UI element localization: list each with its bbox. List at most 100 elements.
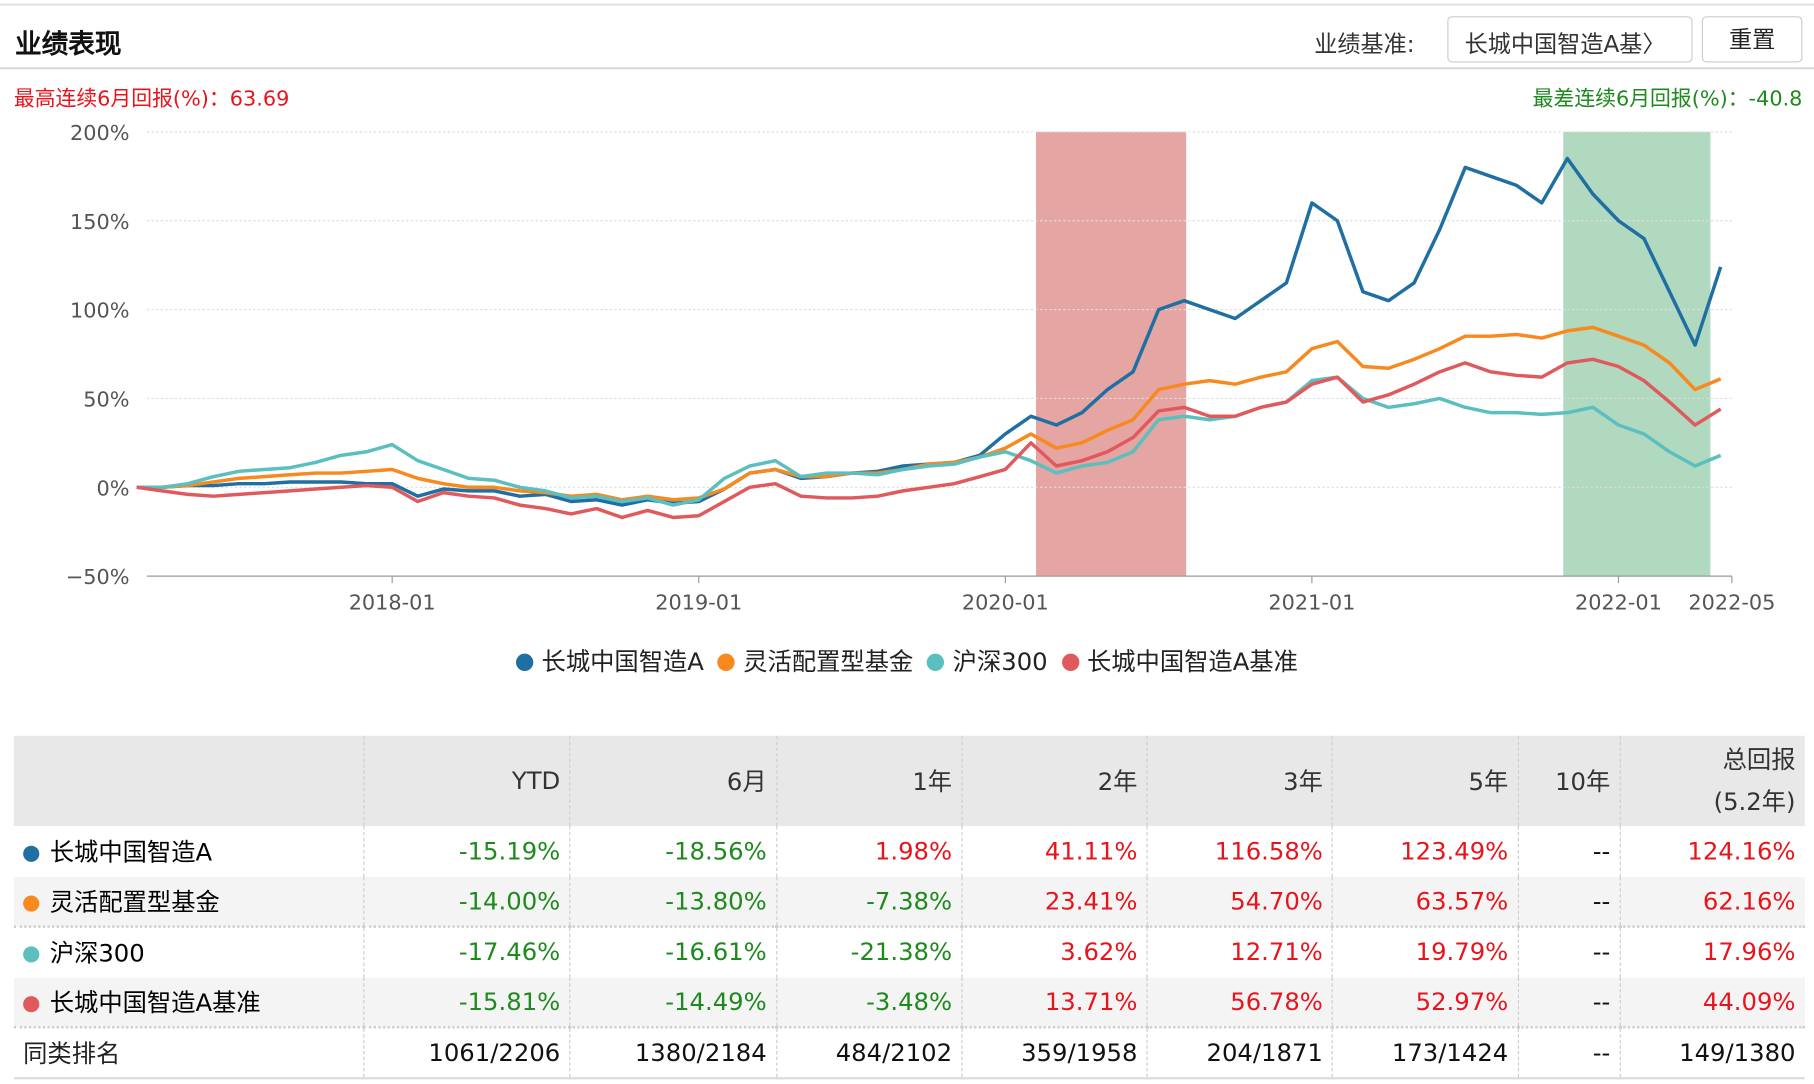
return-cell: -- (1517, 826, 1621, 877)
column-header: 10年 (1517, 735, 1621, 827)
legend-label: 灵活配置型基金 (743, 647, 914, 676)
return-cell: -7.38% (775, 876, 962, 927)
y-tick-label: 0% (97, 476, 130, 500)
column-header: 3年 (1146, 735, 1333, 827)
return-cell: -21.38% (775, 926, 962, 978)
return-cell: -17.46% (363, 926, 571, 978)
page-title: 业绩表现 (15, 30, 122, 61)
return-cell: 56.78% (1146, 977, 1333, 1028)
column-header (14, 736, 364, 826)
return-cell: 3.62% (961, 926, 1148, 978)
return-cell: -16.61% (569, 926, 777, 978)
series-dot-icon (23, 895, 40, 912)
return-cell: -13.80% (569, 876, 777, 927)
return-cell: 19.79% (1332, 926, 1519, 978)
return-cell: 41.11% (961, 826, 1148, 877)
return-cell: -18.56% (569, 826, 777, 877)
return-cell: -14.49% (569, 977, 777, 1028)
row-name: 长城中国智造A基准 (14, 977, 364, 1027)
rank-cell: 149/1380 (1619, 1027, 1805, 1078)
return-cell: 13.71% (961, 977, 1148, 1028)
section-header: 业绩表现 业绩基准: 长城中国智造A基〉 重置 (0, 3, 1814, 70)
series-line-0 (136, 156, 1723, 507)
return-cell: -- (1517, 926, 1621, 978)
reset-button[interactable]: 重置 (1701, 16, 1803, 63)
shaded-period-1 (1563, 131, 1711, 577)
y-tick-label: 50% (83, 388, 129, 412)
rank-cell: 484/2102 (775, 1027, 962, 1078)
table-header-row: YTD 6月 1年 2年 3年 5年 10年 总回报 (5.2年) (13, 735, 1805, 827)
legend-label: 沪深300 (952, 647, 1048, 676)
legend-dot-icon (516, 653, 534, 672)
return-cell: 44.09% (1619, 977, 1805, 1028)
return-cell: 116.58% (1146, 826, 1333, 877)
x-tick-label: 2020-01 (962, 591, 1049, 615)
performance-chart: 200% 150% 100% 50% 0% −50% 2018-01 2019-01 2020-… (66, 121, 1775, 615)
worst-6m-return: 最差连续6月回报(%)：-40.8 (1532, 86, 1803, 112)
row-name: 同类排名 (23, 1039, 121, 1068)
x-tick-label: 2018-01 (349, 591, 436, 615)
column-header: 2年 (961, 735, 1148, 827)
rank-row: 同类排名 1061/2206 1380/2184 484/2102 359/1958 20… (13, 1027, 1805, 1078)
return-cell: 52.97% (1332, 977, 1519, 1028)
column-header: YTD (363, 735, 571, 827)
rank-cell: 1061/2206 (363, 1027, 571, 1078)
legend-label: 长城中国智造A (541, 647, 704, 676)
return-cell: -15.19% (363, 826, 571, 877)
table-row: 长城中国智造A基准 -15.81% -14.49% -3.48% 13.71% 56.78… (13, 977, 1805, 1028)
y-tick-label: −50% (66, 565, 130, 589)
rank-cell: 359/1958 (961, 1027, 1148, 1078)
best-6m-return: 最高连续6月回报(%)：63.69 (13, 86, 290, 112)
y-tick-label: 200% (70, 121, 130, 145)
return-cell: 124.16% (1619, 826, 1805, 877)
legend-dot-icon (717, 653, 736, 672)
y-tick-label: 150% (70, 210, 130, 234)
return-cell: -- (1517, 977, 1621, 1028)
return-cell: 54.70% (1146, 876, 1333, 927)
benchmark-select[interactable]: 长城中国智造A基〉 (1447, 16, 1693, 63)
series-line-1 (136, 325, 1722, 502)
return-cell: 17.96% (1619, 926, 1805, 978)
y-tick-label: 100% (70, 299, 130, 323)
legend-item[interactable]: 灵活配置型基金 (717, 647, 914, 676)
series-dot-icon (23, 995, 40, 1012)
x-tick-label: 2021-01 (1268, 591, 1355, 615)
row-name: 长城中国智造A (14, 826, 364, 876)
return-cell: -- (1517, 876, 1621, 927)
table-row: 灵活配置型基金 -14.00% -13.80% -7.38% 23.41% 54.70% 6… (13, 876, 1805, 927)
x-tick-label: 2022-01 (1575, 591, 1662, 615)
rank-cell: -- (1517, 1027, 1621, 1078)
shaded-period-0 (1035, 131, 1187, 577)
legend-item[interactable]: 长城中国智造A基准 (1061, 647, 1298, 676)
legend-dot-icon (1061, 653, 1079, 672)
legend-item[interactable]: 长城中国智造A (516, 648, 704, 676)
column-header: 1年 (775, 735, 962, 827)
return-cell: 1.98% (775, 826, 962, 877)
rank-cell: 204/1871 (1146, 1027, 1333, 1078)
return-cell: -14.00% (363, 876, 571, 927)
returns-table: YTD 6月 1年 2年 3年 5年 10年 总回报 (5.2年) 长城中国智造A -15.19%… (13, 735, 1805, 1079)
column-header-total: 总回报 (5.2年) (1619, 735, 1805, 827)
legend-item[interactable]: 沪深300 (927, 647, 1048, 676)
return-cell: -3.48% (775, 977, 962, 1028)
column-header: 5年 (1332, 735, 1519, 827)
benchmark-label: 业绩基准: (1314, 30, 1415, 58)
return-cell: 63.57% (1332, 876, 1519, 927)
rank-cell: 173/1424 (1332, 1027, 1519, 1078)
column-header: 6月 (569, 735, 777, 827)
row-name: 灵活配置型基金 (14, 876, 364, 926)
legend-label: 长城中国智造A基准 (1086, 647, 1298, 676)
return-cell: -15.81% (363, 977, 571, 1028)
table-row: 长城中国智造A -15.19% -18.56% 1.98% 41.11% 116.58% 1… (14, 826, 1805, 877)
row-name: 沪深300 (14, 927, 364, 977)
return-cell: 123.49% (1332, 826, 1519, 877)
return-cell: 62.16% (1619, 876, 1805, 927)
x-tick-label: 2022-05 (1688, 591, 1775, 615)
table-row: 沪深300 -17.46% -16.61% -21.38% 3.62% 12.71% 19.… (14, 926, 1805, 978)
series-dot-icon (23, 845, 40, 862)
return-cell: 23.41% (961, 876, 1148, 927)
x-tick-label: 2019-01 (655, 591, 742, 615)
return-cell: 12.71% (1146, 926, 1333, 978)
series-dot-icon (23, 946, 40, 963)
chart-legend: 长城中国智造A 灵活配置型基金 沪深300 长城中国智造A基准 (0, 643, 1814, 678)
